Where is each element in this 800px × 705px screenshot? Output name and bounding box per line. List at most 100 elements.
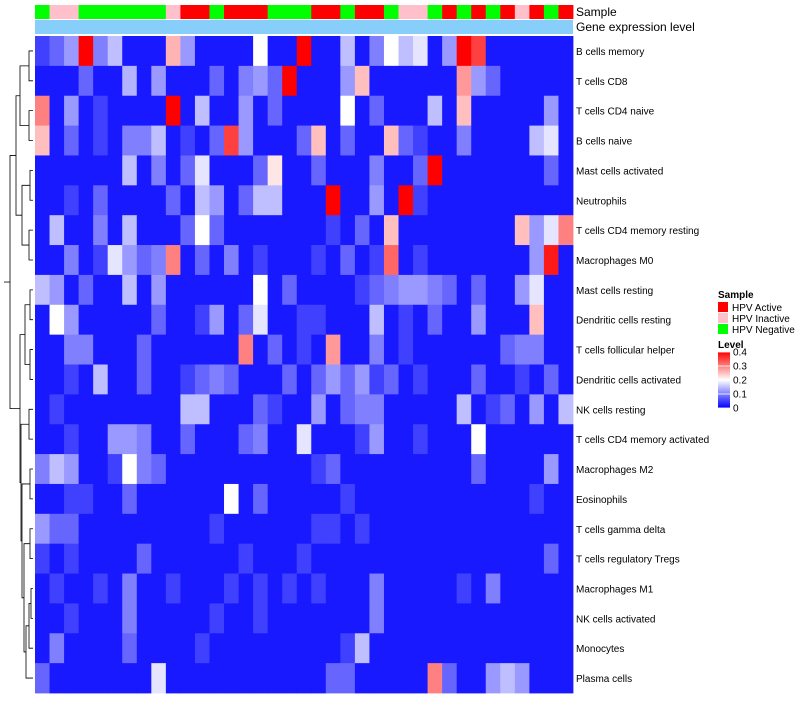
heatmap-cell [136, 424, 152, 455]
heatmap-cell [107, 95, 123, 126]
row-label: Dendritic cells resting [576, 316, 671, 327]
heatmap-cell [456, 424, 472, 455]
heatmap-cell [209, 573, 225, 604]
heatmap-cell [194, 483, 210, 515]
heatmap-cell [543, 394, 559, 425]
heatmap-cell [529, 304, 545, 336]
heatmap-cell [209, 125, 225, 156]
heatmap-cell [325, 483, 341, 515]
heatmap-cell [238, 245, 254, 276]
heatmap-cell [529, 454, 545, 485]
row-label: Monocytes [576, 644, 624, 655]
heatmap-cell [427, 274, 443, 306]
dendrogram-branch [29, 169, 33, 201]
sample-track-cell [122, 5, 138, 19]
heatmap-cell [180, 424, 196, 455]
heatmap-cell [49, 633, 65, 664]
heatmap-cell [485, 483, 501, 515]
sample-track-cell [282, 5, 298, 19]
heatmap-cell [122, 274, 138, 306]
heatmap-cell [107, 304, 123, 336]
heatmap-cell [543, 245, 559, 276]
heatmap-cell [165, 364, 181, 395]
row-label: Dendritic cells activated [576, 375, 681, 386]
heatmap-cell [442, 334, 458, 365]
heatmap-cell [93, 394, 109, 425]
heatmap-cell [209, 483, 225, 515]
heatmap-cell [558, 663, 574, 694]
heatmap-cell [253, 663, 269, 694]
heatmap-cell [64, 95, 80, 126]
sample-track-cell [296, 5, 312, 19]
heatmap-cell [413, 663, 428, 694]
heatmap-cell [78, 543, 94, 574]
heatmap-cell [136, 334, 152, 365]
heatmap-cell [136, 125, 152, 156]
heatmap-cell [500, 155, 516, 186]
heatmap-cell [413, 65, 428, 97]
heatmap-cell [282, 155, 298, 186]
sample-track-cell [35, 5, 50, 19]
heatmap-cell [93, 334, 109, 365]
heatmap-cell [340, 573, 356, 604]
heatmap-cell [180, 364, 196, 395]
heatmap-cell [456, 95, 472, 126]
heatmap-cell [558, 65, 574, 97]
heatmap-cell [78, 185, 94, 216]
heatmap-cell [238, 543, 254, 574]
heatmap-cell [529, 245, 545, 276]
heatmap-cell [485, 364, 501, 395]
heatmap-cell [471, 573, 487, 604]
heatmap-cell [78, 633, 94, 664]
heatmap-cell [427, 573, 443, 604]
heatmap-cell [267, 513, 283, 545]
heatmap-cell [78, 155, 94, 186]
heatmap-cell [456, 454, 472, 485]
heatmap-cell [194, 633, 210, 664]
row-label: Mast cells activated [576, 166, 663, 177]
heatmap-cell [78, 454, 94, 485]
heatmap-cell [267, 454, 283, 485]
sample-track-cell [354, 5, 370, 19]
heatmap-cell [369, 454, 385, 485]
heatmap-cell [107, 185, 123, 216]
heatmap-cell [543, 304, 559, 336]
heatmap-cell [442, 663, 458, 694]
dendrogram-branch [29, 468, 33, 500]
heatmap-cell [64, 304, 80, 336]
heatmap-cell [209, 334, 225, 365]
heatmap-cell [64, 424, 80, 455]
heatmap-cell [456, 65, 472, 97]
heatmap-cell [369, 215, 385, 246]
heatmap-cell [238, 454, 254, 485]
heatmap-cell [122, 185, 138, 216]
heatmap-cell [427, 633, 443, 664]
row-label: Macrophages M0 [576, 256, 654, 267]
heatmap-cell [136, 513, 152, 545]
heatmap-cell [500, 274, 516, 306]
heatmap-cell [238, 65, 254, 97]
heatmap-cell [485, 65, 501, 97]
heatmap-cell [267, 394, 283, 425]
heatmap-cell [122, 454, 138, 485]
heatmap-cell [413, 304, 428, 336]
heatmap-cell [383, 424, 399, 455]
heatmap-cell [485, 394, 501, 425]
heatmap-cell [194, 573, 210, 604]
dendrogram-branch [29, 528, 33, 560]
heatmap-cell [209, 603, 225, 634]
heatmap-cell [413, 125, 428, 156]
heatmap-cell [471, 155, 487, 186]
heatmap-cell [165, 573, 181, 604]
heatmap-cell [107, 364, 123, 395]
heatmap-cell [296, 603, 312, 634]
heatmap-cell [543, 573, 559, 604]
heatmap-cell [529, 125, 545, 156]
heatmap-cell [514, 304, 530, 336]
heatmap-cell [78, 424, 94, 455]
row-label: T cells CD4 memory activated [576, 435, 709, 446]
heatmap-cell [224, 215, 239, 246]
heatmap-cell [93, 573, 109, 604]
heatmap-cell [238, 394, 254, 425]
heatmap-cell [398, 245, 414, 276]
